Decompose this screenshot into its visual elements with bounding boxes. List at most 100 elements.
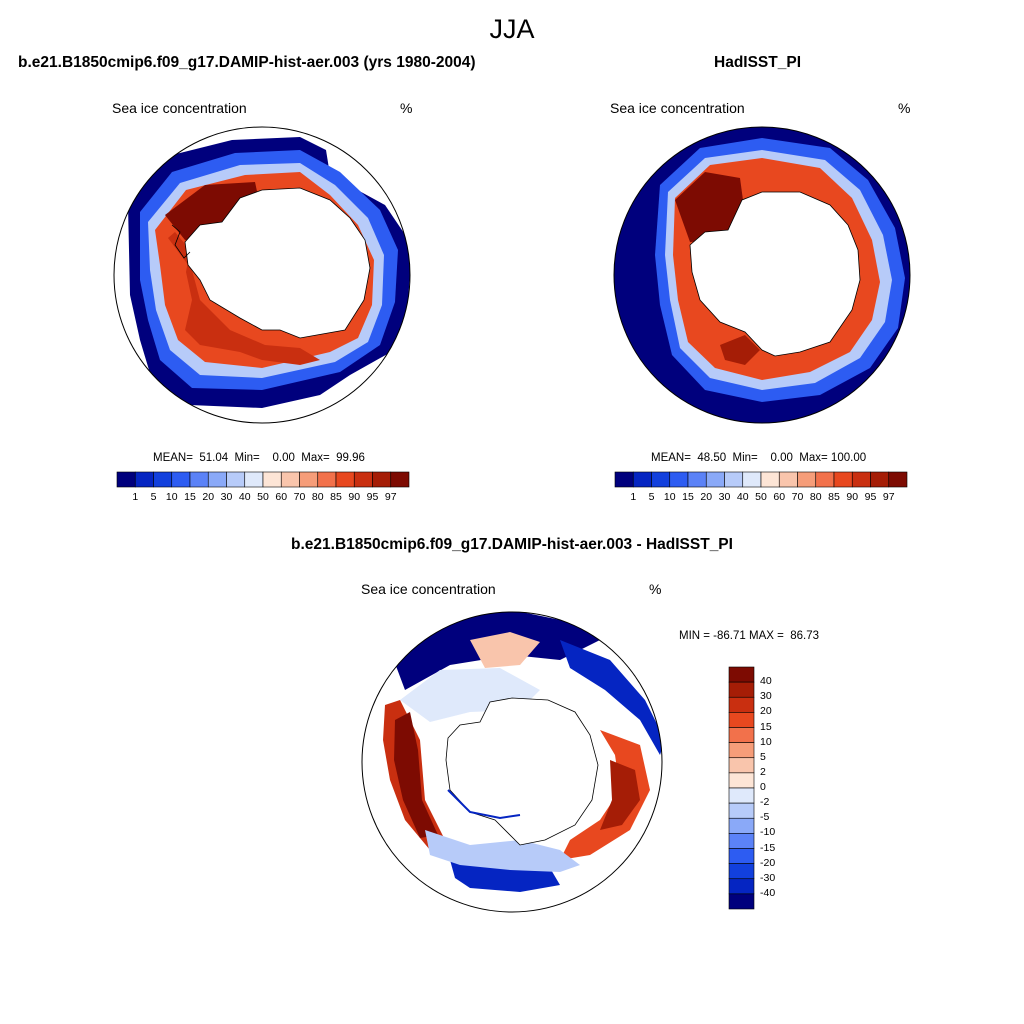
diff-colorbar-swatch: [728, 772, 755, 789]
diff-colorbar-tick-label: -20: [760, 856, 776, 869]
diff-colorbar-tick-label: 30: [760, 690, 772, 703]
diff-colorbar-tick-label: 40: [760, 675, 772, 688]
model-panel-title: b.e21.B1850cmip6.f09_g17.DAMIP-hist-aer.…: [18, 54, 476, 71]
diff-colorbar-tick-label: -2: [760, 796, 770, 809]
obs-colorbar: [614, 471, 908, 488]
obs-colorbar-tick-label: 15: [682, 491, 694, 503]
obs-colorbar-tick-label: 40: [736, 491, 749, 503]
obs-polar-map: [614, 127, 910, 423]
model-colorbar-tick-label: 5: [150, 491, 157, 503]
obs-colorbar-tick-label: 85: [828, 491, 840, 503]
obs-colorbar-swatch: [815, 471, 835, 488]
model-polar-map: [114, 127, 410, 423]
diff-colorbar-swatch: [728, 666, 755, 683]
diff-colorbar-tick-label: -5: [760, 811, 770, 824]
diff-colorbar-swatch: [728, 817, 755, 834]
diff-stats: MIN = -86.71 MAX = 86.73: [679, 630, 819, 642]
diff-colorbar-swatch: [728, 833, 755, 849]
obs-colorbar-tick-label: 90: [846, 491, 859, 503]
obs-colorbar-swatch: [870, 471, 890, 488]
obs-colorbar-swatch: [687, 471, 707, 488]
obs-units-label: %: [898, 100, 911, 116]
diff-colorbar-swatch: [728, 802, 755, 819]
diff-map-border: [361, 611, 663, 913]
obs-colorbar-swatch: [888, 471, 908, 488]
figure-title: JJA: [489, 14, 535, 44]
model-colorbar-swatch: [134, 471, 154, 488]
model-colorbar-tick-label: 30: [220, 491, 233, 503]
diff-colorbar-tick-label: 20: [760, 705, 772, 718]
obs-colorbar-tick-label: 80: [809, 491, 822, 503]
model-map-border: [113, 126, 411, 424]
diff-colorbar-swatch: [728, 878, 755, 895]
diff-colorbar-swatch: [728, 742, 755, 759]
obs-colorbar-swatch: [651, 471, 671, 488]
model-colorbar-swatch: [299, 471, 319, 488]
diff-colorbar-tick-label: 0: [760, 781, 766, 793]
diff-units-label: %: [649, 581, 662, 597]
obs-colorbar-swatch: [742, 471, 762, 488]
diff-colorbar-tick-label: -15: [760, 841, 776, 854]
model-field-label: Sea ice concentration: [112, 100, 247, 116]
diff-colorbar-tick-label: -40: [760, 886, 776, 899]
model-colorbar-tick-label: 50: [257, 491, 269, 503]
diff-colorbar-swatch: [728, 681, 755, 698]
obs-colorbar-swatch: [760, 471, 780, 488]
model-colorbar-tick-label: 97: [384, 491, 397, 503]
diff-panel-title: b.e21.B1850cmip6.f09_g17.DAMIP-hist-aer.…: [291, 536, 733, 553]
obs-panel-title: HadISST_PI: [714, 54, 801, 71]
model-colorbar: [116, 471, 410, 488]
model-colorbar-swatch: [353, 471, 373, 488]
diff-colorbar: [728, 666, 755, 910]
obs-colorbar-tick-label: 50: [755, 491, 767, 503]
obs-colorbar-tick-label: 95: [864, 491, 877, 503]
diff-colorbar-swatch: [728, 848, 755, 864]
obs-colorbar-swatch: [669, 471, 689, 488]
model-colorbar-swatch: [189, 471, 209, 488]
model-colorbar-swatch: [207, 471, 227, 488]
model-colorbar-swatch: [317, 471, 337, 488]
model-colorbar-swatch: [171, 471, 191, 488]
model-colorbar-tick-label: 80: [311, 491, 324, 503]
diff-colorbar-swatch: [728, 787, 755, 804]
model-colorbar-tick-label: 10: [165, 491, 178, 503]
obs-stats: MEAN= 48.50 Min= 0.00 Max= 100.00: [651, 452, 867, 464]
obs-colorbar-tick-label: 10: [663, 491, 676, 503]
obs-colorbar-swatch: [632, 471, 652, 488]
diff-colorbar-swatch: [728, 863, 755, 880]
model-colorbar-swatch: [335, 471, 355, 488]
diff-colorbar-tick-label: 2: [760, 765, 766, 778]
diff-colorbar-swatch: [728, 696, 755, 713]
obs-map-border: [613, 126, 911, 424]
model-stats: MEAN= 51.04 Min= 0.00 Max= 99.96: [153, 452, 365, 464]
model-colorbar-swatch: [226, 471, 246, 488]
model-colorbar-tick-label: 40: [238, 491, 251, 503]
obs-colorbar-tick-label: 70: [791, 491, 804, 503]
model-colorbar-tick-label: 90: [348, 491, 361, 503]
diff-colorbar-swatch: [728, 757, 755, 774]
diff-colorbar-swatch: [728, 712, 755, 728]
diff-field-label: Sea ice concentration: [361, 581, 496, 597]
model-colorbar-swatch: [262, 471, 282, 488]
obs-colorbar-tick-label: 60: [773, 491, 786, 503]
model-units-label: %: [400, 100, 413, 116]
model-colorbar-tick-label: 95: [366, 491, 379, 503]
obs-colorbar-swatch: [724, 471, 744, 488]
diff-colorbar-tick-label: 5: [760, 750, 766, 763]
diff-colorbar-tick-label: 15: [760, 720, 772, 733]
obs-colorbar-tick-label: 5: [648, 491, 655, 503]
obs-colorbar-tick-label: 20: [700, 491, 713, 503]
diff-colorbar-tick-label: -30: [760, 871, 776, 884]
obs-colorbar-tick-label: 1: [630, 491, 637, 503]
diff-colorbar-tick-label: -10: [760, 826, 776, 839]
diff-colorbar-swatch: [728, 893, 755, 910]
model-colorbar-swatch: [244, 471, 264, 488]
obs-colorbar-swatch: [797, 471, 817, 488]
obs-colorbar-swatch: [778, 471, 798, 488]
model-colorbar-swatch: [116, 471, 136, 488]
diff-colorbar-swatch: [728, 727, 755, 743]
model-colorbar-tick-label: 20: [202, 491, 215, 503]
model-colorbar-swatch: [280, 471, 300, 488]
obs-colorbar-tick-label: 30: [718, 491, 731, 503]
